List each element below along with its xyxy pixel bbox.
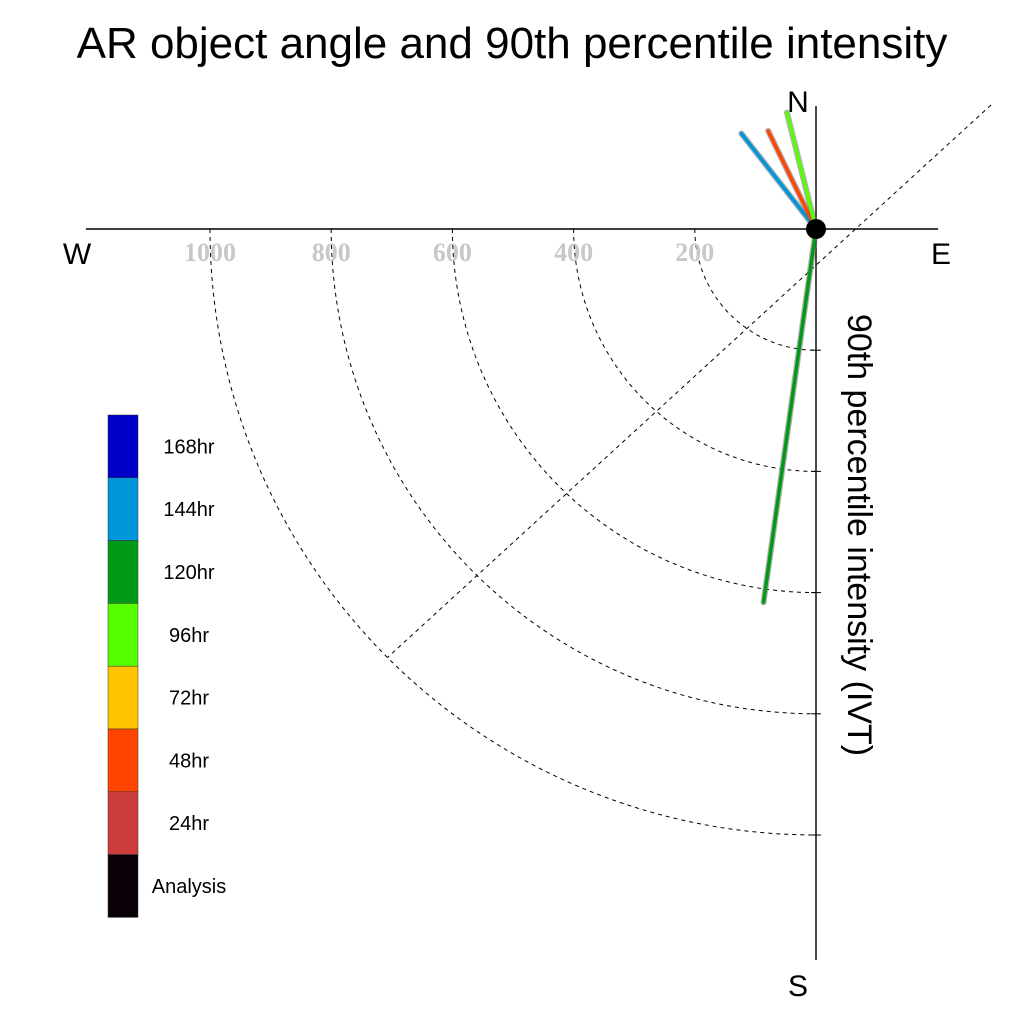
- range-ring: [451, 228, 817, 594]
- radial-tick-label: 600: [433, 238, 472, 267]
- legend-swatch: [107, 477, 139, 541]
- legend-swatch: [107, 854, 139, 918]
- legend-swatch: [107, 540, 139, 604]
- radial-tick-label: 400: [554, 238, 593, 267]
- vector-120hr: [761, 227, 818, 605]
- legend-label: 96hr: [169, 625, 209, 647]
- radial-tick-label: 800: [312, 238, 351, 267]
- west-label: W: [63, 238, 92, 271]
- legend-swatch: [107, 665, 139, 730]
- vector-96hr: [785, 110, 818, 231]
- legend-label: 168hr: [163, 436, 214, 458]
- legend-swatch: [107, 603, 139, 667]
- range-ring: [209, 228, 817, 836]
- radial-axis-label: 90th percentile intensity (IVT): [840, 314, 878, 756]
- legend-label: Analysis: [152, 876, 226, 898]
- polar-grid: [209, 104, 992, 836]
- north-label: N: [787, 86, 809, 119]
- legend-swatch: [107, 791, 139, 855]
- vector-series: [738, 109, 826, 606]
- east-label: E: [931, 238, 951, 271]
- range-ring: [694, 228, 817, 351]
- diagonal-line: [387, 104, 992, 658]
- color-legend: 168hr 144hr 120hr 96hr 72hr 48hr 24hr Analysis: [107, 414, 226, 918]
- legend-label: 72hr: [169, 688, 209, 710]
- legend-label: 24hr: [169, 813, 209, 835]
- chart-title: AR object angle and 90th percentile inte…: [77, 19, 948, 68]
- radial-tick-labels: 200 400 600 800 1000: [184, 238, 714, 267]
- origin-dot: [806, 219, 826, 239]
- legend-label: 144hr: [163, 499, 214, 521]
- vector-144hr: [739, 131, 818, 231]
- range-ring: [330, 228, 817, 715]
- legend-label: 120hr: [163, 562, 214, 584]
- legend-swatch: [107, 728, 139, 793]
- radial-tick-label: 200: [675, 238, 714, 267]
- vector-48hr: [766, 129, 818, 231]
- radial-tick-label: 1000: [184, 238, 236, 267]
- south-label: S: [788, 970, 808, 1003]
- legend-swatch: [107, 414, 139, 479]
- legend-label: 48hr: [169, 750, 209, 772]
